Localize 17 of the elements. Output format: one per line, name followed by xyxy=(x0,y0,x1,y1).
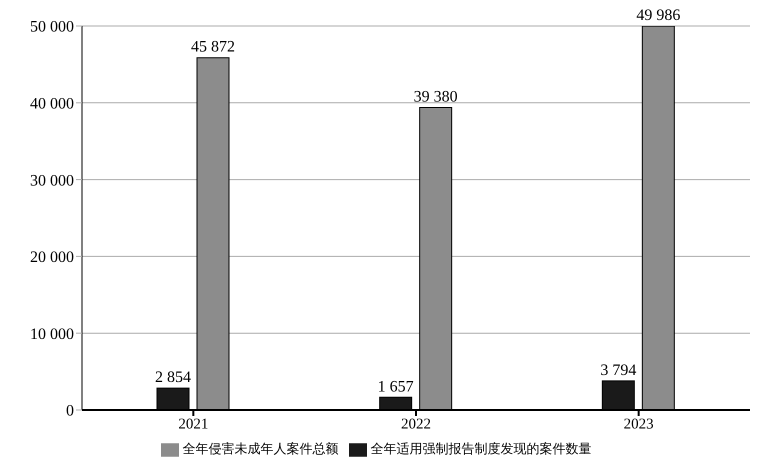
legend-label: 全年侵害未成年人案件总额 xyxy=(182,440,338,456)
y-tick-label: 50 000 xyxy=(30,18,74,36)
data-label: 1 657 xyxy=(378,378,414,396)
data-label: 45 872 xyxy=(191,38,235,56)
legend-label: 全年适用强制报告制度发现的案件数量 xyxy=(370,440,592,456)
y-tick-label: 10 000 xyxy=(30,326,74,343)
x-tick-label: 2023 xyxy=(624,416,654,433)
y-tick-label: 40 000 xyxy=(30,95,74,112)
data-label: 3 794 xyxy=(600,362,636,379)
y-tick-label: 0 xyxy=(66,402,74,420)
y-tick-label: 30 000 xyxy=(30,172,74,190)
data-label: 39 380 xyxy=(414,88,458,106)
x-tick-label: 2021 xyxy=(178,416,208,433)
y-tick-label: 20 000 xyxy=(30,249,74,266)
data-label: 2 854 xyxy=(155,369,191,386)
data-label: 49 986 xyxy=(636,7,680,24)
x-tick-label: 2022 xyxy=(401,416,431,433)
